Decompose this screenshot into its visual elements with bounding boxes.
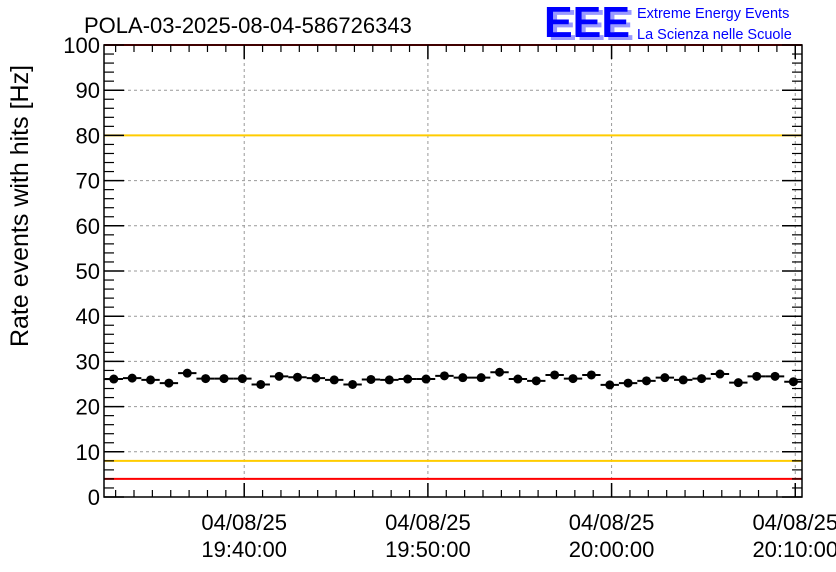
data-point bbox=[641, 376, 651, 386]
data-point bbox=[329, 375, 339, 385]
data-point bbox=[292, 372, 302, 382]
y-tick-label: 90 bbox=[76, 78, 100, 103]
data-point bbox=[127, 373, 137, 383]
chart-title: POLA-03-2025-08-04-586726343 bbox=[84, 13, 412, 38]
logo-line2: La Scienza nelle Scuole bbox=[637, 27, 792, 43]
data-point bbox=[421, 374, 431, 384]
grid bbox=[104, 45, 802, 497]
data-point bbox=[715, 369, 725, 379]
data-point bbox=[623, 378, 633, 388]
y-tick-label: 50 bbox=[76, 259, 100, 284]
data-point bbox=[348, 379, 358, 389]
x-tick-labels: 04/08/2519:40:0004/08/2519:50:0004/08/25… bbox=[201, 510, 836, 562]
x-tick-date: 04/08/25 bbox=[569, 510, 655, 535]
data-point bbox=[439, 371, 449, 381]
data-point bbox=[550, 370, 560, 380]
data-point bbox=[146, 375, 156, 385]
data-point bbox=[568, 374, 578, 384]
eee-logo: EEE Extreme Energy Events La Scienza nel… bbox=[544, 0, 792, 47]
axis-ticks bbox=[104, 44, 802, 498]
data-point bbox=[586, 370, 596, 380]
y-tick-label: 20 bbox=[76, 395, 100, 420]
y-tick-label: 30 bbox=[76, 349, 100, 374]
data-point bbox=[605, 380, 615, 390]
data-point bbox=[182, 368, 192, 378]
x-tick-time: 20:00:00 bbox=[569, 537, 655, 562]
y-axis-label: Rate events with hits [Hz] bbox=[6, 65, 34, 347]
data-point bbox=[274, 371, 284, 381]
threshold-lines bbox=[104, 44, 802, 480]
data-point bbox=[237, 374, 247, 384]
data-point bbox=[256, 379, 266, 389]
logo-line1: Extreme Energy Events bbox=[637, 6, 789, 22]
data-point bbox=[201, 374, 211, 384]
y-tick-label: 40 bbox=[76, 304, 100, 329]
data-point bbox=[219, 374, 229, 384]
x-tick-date: 04/08/25 bbox=[752, 510, 836, 535]
data-points bbox=[104, 367, 802, 390]
y-tick-labels: 0 10 20 30 40 50 60 70 80 90 100 bbox=[63, 33, 100, 510]
data-point bbox=[366, 374, 376, 384]
data-point bbox=[164, 378, 174, 388]
data-point bbox=[458, 373, 468, 383]
y-tick-label: 0 bbox=[88, 485, 100, 510]
y-tick-label: 100 bbox=[63, 33, 100, 58]
data-point bbox=[531, 376, 541, 386]
data-point bbox=[697, 374, 707, 384]
data-point bbox=[660, 373, 670, 383]
y-tick-label: 60 bbox=[76, 214, 100, 239]
x-tick-time: 20:10:00 bbox=[752, 537, 836, 562]
data-point bbox=[678, 375, 688, 385]
y-tick-label: 70 bbox=[76, 169, 100, 194]
x-tick-time: 19:40:00 bbox=[201, 537, 287, 562]
x-tick-time: 19:50:00 bbox=[385, 537, 471, 562]
data-point bbox=[476, 373, 486, 383]
y-tick-label: 80 bbox=[76, 123, 100, 148]
data-point bbox=[403, 374, 413, 384]
data-point bbox=[770, 371, 780, 381]
data-point bbox=[384, 375, 394, 385]
logo-mark: EEE bbox=[544, 0, 630, 47]
data-point bbox=[788, 377, 798, 387]
data-point bbox=[733, 378, 743, 388]
data-point bbox=[513, 374, 523, 384]
y-tick-label: 10 bbox=[76, 440, 100, 465]
data-point bbox=[495, 367, 505, 377]
x-tick-date: 04/08/25 bbox=[201, 510, 287, 535]
data-point bbox=[752, 371, 762, 381]
x-tick-date: 04/08/25 bbox=[385, 510, 471, 535]
data-point bbox=[311, 373, 321, 383]
